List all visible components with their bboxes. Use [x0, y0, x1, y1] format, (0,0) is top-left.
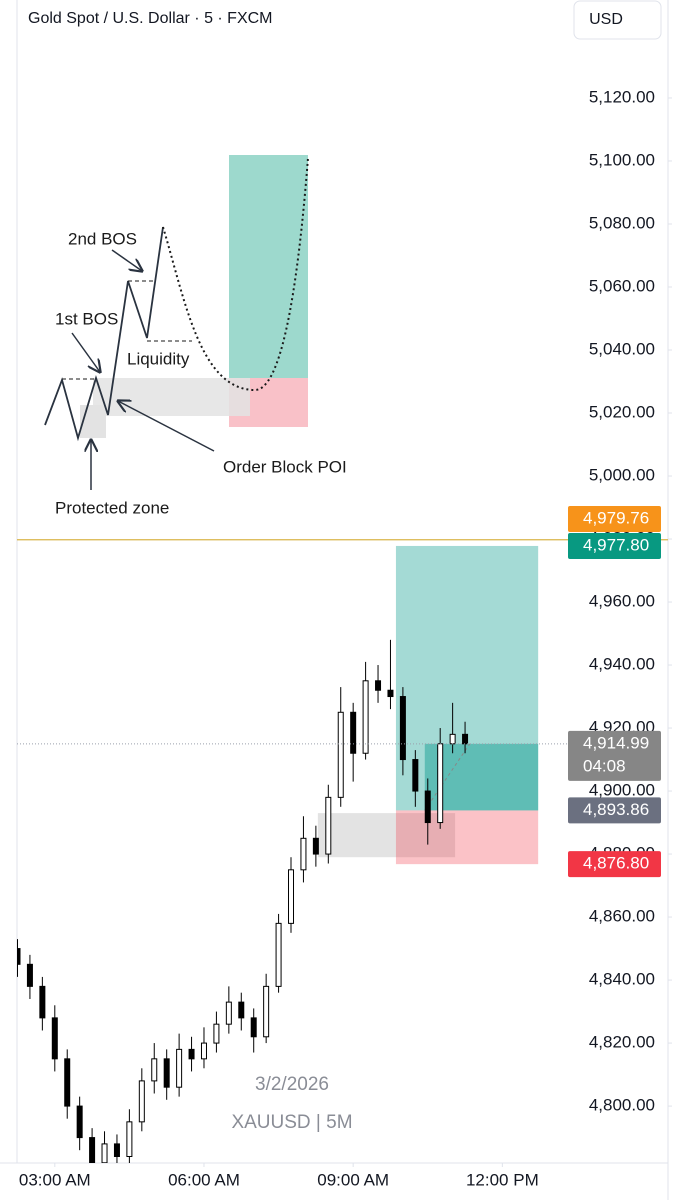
- price-label-box: [568, 730, 661, 781]
- arrow: [71, 332, 100, 372]
- candle-body: [288, 869, 295, 924]
- price-label: 4,914.99: [583, 733, 649, 752]
- y-tick-label: 4,960.00: [589, 592, 655, 611]
- candle-body: [424, 790, 431, 824]
- chart-title: Gold Spot / U.S. Dollar · 5 · FXCM: [28, 10, 273, 27]
- y-tick-label: 4,860.00: [589, 907, 655, 926]
- candle-body: [113, 1143, 120, 1157]
- candle-body: [337, 711, 344, 798]
- y-tick-label: 5,000.00: [589, 466, 655, 485]
- candle-body: [312, 837, 319, 855]
- candle-body: [138, 1080, 145, 1123]
- candle-body: [51, 1017, 58, 1060]
- annotation: Order Block POI: [223, 457, 347, 476]
- candle-body: [462, 733, 469, 745]
- annotation: Protected zone: [55, 498, 169, 517]
- annotation: 2nd BOS: [68, 229, 137, 248]
- candle-body: [238, 1001, 245, 1019]
- candle-body: [101, 1143, 108, 1163]
- stop-zone: [395, 810, 539, 865]
- y-tick-label: 4,900.00: [589, 781, 655, 800]
- price-label-box: [568, 505, 661, 532]
- candle-body: [151, 1058, 158, 1082]
- candle-body: [449, 733, 456, 745]
- candle-body: [200, 1042, 207, 1060]
- axes: 4,800.004,820.004,840.004,860.004,880.00…: [19, 87, 672, 1189]
- candle-body: [399, 696, 406, 761]
- price-label-box: [568, 532, 661, 559]
- candle-body: [213, 1023, 220, 1044]
- candle-body: [64, 1058, 71, 1107]
- x-tick-label: 06:00 AM: [168, 1170, 240, 1189]
- arrow: [118, 401, 215, 452]
- candle-body: [375, 680, 382, 691]
- candle-body: [387, 689, 394, 698]
- setup-diagram: 2nd BOS 1st BOS Liquidity Order Block PO…: [44, 155, 347, 517]
- y-tick-label: 5,020.00: [589, 402, 655, 421]
- annotation: 1st BOS: [55, 309, 118, 328]
- diagram-protected-zone: [80, 405, 106, 438]
- plot-area: 3/2/2026 XAUUSD | 5M: [17, 545, 539, 1163]
- y-tick-label: 4,820.00: [589, 1033, 655, 1052]
- open-profit-zone: [424, 743, 539, 811]
- candle-body: [225, 1001, 232, 1025]
- arrow: [111, 249, 142, 271]
- y-tick-label: 5,060.00: [589, 276, 655, 295]
- candle-body: [76, 1105, 83, 1139]
- price-label: 4,876.80: [583, 854, 649, 873]
- y-tick-label: 4,840.00: [589, 970, 655, 989]
- currency[interactable]: USD: [589, 11, 623, 28]
- x-tick-label: 09:00 AM: [317, 1170, 389, 1189]
- candle-body: [275, 922, 282, 987]
- y-tick-label: 4,940.00: [589, 655, 655, 674]
- x-tick-label: 03:00 AM: [19, 1170, 91, 1189]
- watermark: 3/2/2026: [255, 1074, 329, 1095]
- x-tick-label: 12:00 PM: [466, 1170, 539, 1189]
- candle-body: [26, 963, 33, 987]
- currency-button[interactable]: [573, 0, 662, 40]
- watermark: XAUUSD | 5M: [231, 1112, 352, 1133]
- price-label: 4,977.80: [583, 535, 649, 554]
- diagram-order-block: [93, 378, 250, 416]
- candle-body: [126, 1121, 133, 1157]
- candle-body: [412, 759, 419, 792]
- y-tick-label: 5,040.00: [589, 339, 655, 358]
- trade-line: [424, 743, 471, 811]
- candle-body: [263, 985, 270, 1038]
- price-label: 4,979.76: [583, 508, 649, 527]
- candle-body: [39, 985, 46, 1019]
- annotation: Liquidity: [127, 349, 190, 368]
- candle-body: [188, 1048, 195, 1060]
- price-label: 4,893.86: [583, 800, 649, 819]
- y-tick-label: 4,800.00: [589, 1096, 655, 1115]
- candle-body: [176, 1048, 183, 1088]
- y-tick-label: 5,120.00: [589, 87, 655, 106]
- candle-body: [89, 1137, 96, 1163]
- order-block: [317, 813, 456, 858]
- candle-body: [17, 948, 21, 965]
- candle-body: [362, 680, 369, 754]
- countdown: 04:08: [583, 756, 626, 775]
- diagram-target-box: [229, 155, 308, 378]
- price-label-box: [568, 797, 661, 824]
- candle-body: [350, 711, 357, 754]
- diagram-structure: [44, 226, 164, 442]
- y-tick-label: 5,080.00: [589, 213, 655, 232]
- candle-body: [163, 1058, 170, 1088]
- y-tick-label: 5,100.00: [589, 150, 655, 169]
- price-label-box: [568, 851, 661, 878]
- candle-body: [250, 1017, 257, 1038]
- candle-body: [437, 743, 444, 824]
- candle-body: [325, 796, 332, 855]
- candle-body: [300, 837, 307, 871]
